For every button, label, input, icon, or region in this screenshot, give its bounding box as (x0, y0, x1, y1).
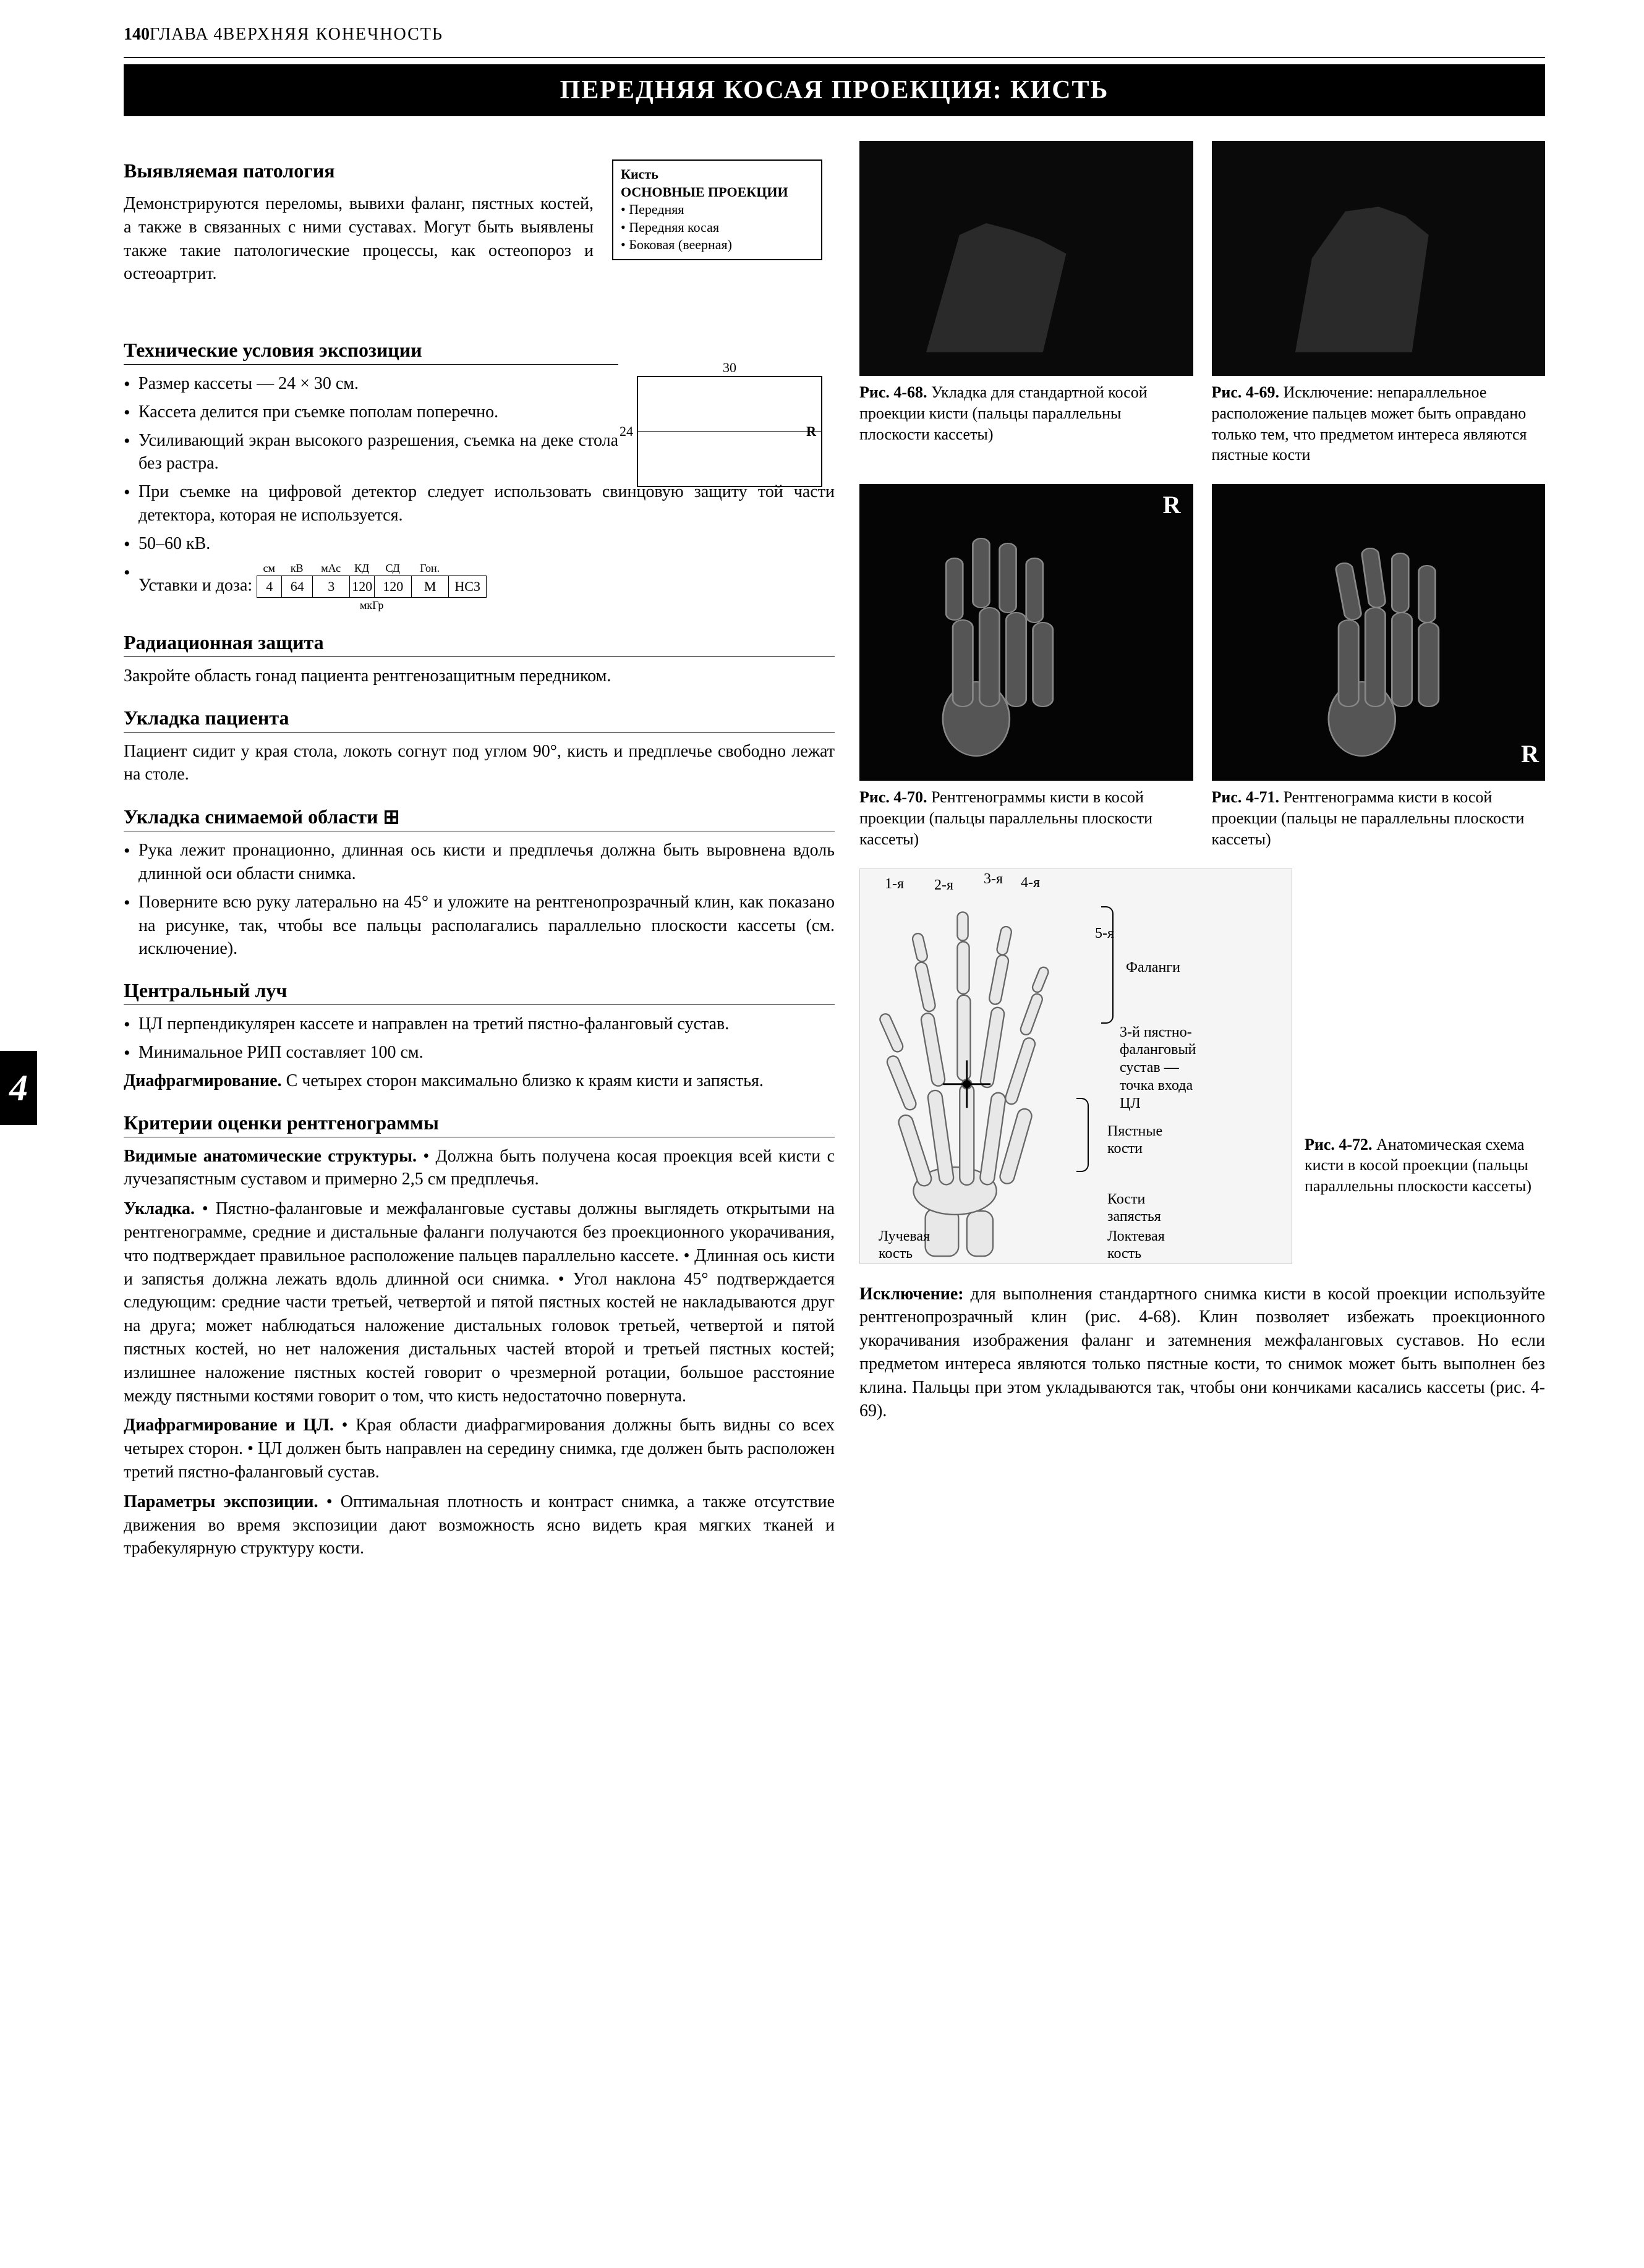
right-column: Рис. 4-68. Укладка для стандартной косой… (859, 141, 1545, 1566)
text-radiation: Закройте область гонад пациента рентгено… (124, 665, 835, 688)
text-patient-pos: Пациент сидит у края стола, локоть согну… (124, 740, 835, 787)
dose-header: мАс (312, 561, 349, 575)
tech-item: Кассета делится при съемке пополам попер… (124, 401, 618, 424)
heading-central-ray: Центральный луч (124, 979, 835, 1005)
info-box-item: • Боковая (веерная) (621, 236, 814, 254)
heading-tech: Технические условия экспозиции (124, 339, 618, 365)
dose-header: кВ (281, 561, 312, 575)
exception-paragraph: Исключение: для выполнения стандартного … (859, 1283, 1545, 1423)
anatomy-label-ulna: Локтевая кость (1107, 1228, 1165, 1264)
dose-cell: 3 (313, 576, 350, 597)
dose-header: КД (349, 561, 374, 575)
info-box-item: • Передняя (621, 201, 814, 219)
tech-item: 50–60 кВ. (124, 532, 835, 556)
figure-4-69: Рис. 4-69. Исключение: непараллельное ра… (1212, 141, 1546, 465)
dose-footer: мкГр (257, 598, 487, 613)
criteria-exposure: Параметры экспозиции. • Оптимальная плот… (124, 1490, 835, 1560)
heading-criteria: Критерии оценки рентгенограммы (124, 1111, 835, 1137)
cassette-top-label: 30 (723, 360, 736, 376)
chapter-label: ГЛАВА 4 (150, 25, 223, 45)
heading-pathology: Выявляемая патология (124, 159, 594, 185)
anatomy-label-2: 2-я (934, 877, 953, 894)
dose-label: Уставки и доза: (138, 575, 252, 595)
r-marker: R (1521, 739, 1539, 768)
title-band: ПЕРЕДНЯЯ КОСАЯ ПРОЕКЦИЯ: КИСТЬ (124, 64, 1545, 116)
area-item: Рука лежит пронационно, длинная ось кист… (124, 839, 835, 886)
anatomy-label-3: 3-я (984, 870, 1003, 888)
collimation-label: Диафрагмирование. (124, 1071, 282, 1090)
tech-item: При съемке на цифровой детектор следует … (124, 480, 835, 527)
anatomy-label-phalanges: Фаланги (1126, 959, 1180, 977)
figure-4-70-image: R (859, 484, 1193, 781)
heading-patient-pos: Укладка пациента (124, 707, 835, 733)
r-marker: R (1163, 490, 1181, 519)
figure-4-71-image: R (1212, 484, 1546, 781)
info-box-projections: Кисть ОСНОВНЫЕ ПРОЕКЦИИ • Передняя • Пер… (612, 159, 822, 260)
exception-label: Исключение: (859, 1285, 964, 1304)
dose-cell: 4 (257, 576, 282, 597)
dose-table: см кВ мАс КД СД Гон. 4 64 (257, 561, 487, 613)
dose-header (448, 561, 485, 575)
info-box-subtitle: ОСНОВНЫЕ ПРОЕКЦИИ (621, 184, 814, 202)
figure-4-71-caption: Рис. 4-71. Рентгенограмма кисти в косой … (1212, 787, 1546, 849)
tech-item: Размер кассеты — 24 × 30 см. (124, 372, 618, 396)
figure-4-68: Рис. 4-68. Укладка для стандартной косой… (859, 141, 1193, 465)
page-number: 140 (124, 25, 150, 45)
section-label: ВЕРХНЯЯ КОНЕЧНОСТЬ (223, 25, 443, 45)
left-column: Выявляемая патология Демонстрируются пер… (124, 141, 835, 1566)
tech-item: Усиливающий экран высокого разрешения, с… (124, 429, 618, 476)
figure-4-71: R Рис. 4-71. Рентгенограмма кисти в косо… (1212, 484, 1546, 849)
dose-cell: М (412, 576, 449, 597)
figure-4-69-caption: Рис. 4-69. Исключение: непараллельное ра… (1212, 382, 1546, 465)
hand-bones-svg (860, 869, 1097, 1264)
page-header: 140 ГЛАВА 4 ВЕРХНЯЯ КОНЕЧНОСТЬ (124, 25, 1545, 58)
cassette-left-label: 24 (620, 423, 633, 440)
figure-4-70: R Рис. 4-70. Рентгенограммы кисти в косо… (859, 484, 1193, 849)
figure-4-70-caption: Рис. 4-70. Рентгенограммы кисти в косой … (859, 787, 1193, 849)
cr-item: ЦЛ перпендикулярен кассете и направлен н… (124, 1013, 835, 1036)
anatomy-label-carpals: Кости запястья (1107, 1191, 1161, 1226)
figure-4-68-caption: Рис. 4-68. Укладка для стандартной косой… (859, 382, 1193, 444)
anatomy-label-1: 1-я (885, 875, 904, 893)
info-box-title: Кисть (621, 166, 814, 184)
figure-4-68-image (859, 141, 1193, 376)
anatomy-label-radius: Лучевая кость (879, 1228, 930, 1264)
heading-area-pos: Укладка снимаемой области ⊞ (124, 805, 835, 831)
dose-header: см (257, 561, 281, 575)
anatomy-label-4: 4-я (1021, 874, 1040, 892)
criteria-visible: Видимые анатомические структуры. • Должн… (124, 1145, 835, 1192)
side-tab: 4 (0, 1051, 37, 1125)
dose-header: Гон. (411, 561, 448, 575)
anatomy-diagram: 1-я 2-я 3-я 4-я 5-я Фаланги 3-й пястно- … (859, 869, 1292, 1264)
heading-radiation: Радиационная защита (124, 631, 835, 657)
dose-header: СД (374, 561, 411, 575)
cassette-diagram: 30 24 R (637, 376, 822, 487)
cr-item: Минимальное РИП составляет 100 см. (124, 1041, 835, 1064)
text-pathology: Демонстрируются переломы, вывихи фаланг,… (124, 192, 594, 286)
criteria-positioning: Укладка. • Пястно-фаланговые и межфаланг… (124, 1197, 835, 1408)
anatomy-label-mcp3: 3-й пястно- фаланговый сустав — точка вх… (1120, 1024, 1196, 1113)
figure-4-72-caption: Рис. 4-72. Анатомическая схема кисти в к… (1305, 1134, 1545, 1197)
area-item: Поверните всю руку латерально на 45° и у… (124, 891, 835, 961)
dose-cell: 120 (375, 576, 412, 597)
figure-4-69-image (1212, 141, 1546, 376)
info-box-item: • Передняя косая (621, 219, 814, 237)
tech-item-dose: Уставки и доза: см кВ мАс КД СД Гон. (124, 561, 835, 613)
anatomy-label-metacarpals: Пястные кости (1107, 1123, 1162, 1158)
text-collimation: Диафрагмирование. С четырех сторон макси… (124, 1069, 835, 1093)
criteria-collimation: Диафрагмирование и ЦЛ. • Края области ди… (124, 1414, 835, 1484)
dose-cell: 64 (282, 576, 313, 597)
dose-cell: НСЗ (449, 576, 486, 597)
dose-cell: 120 (350, 576, 375, 597)
